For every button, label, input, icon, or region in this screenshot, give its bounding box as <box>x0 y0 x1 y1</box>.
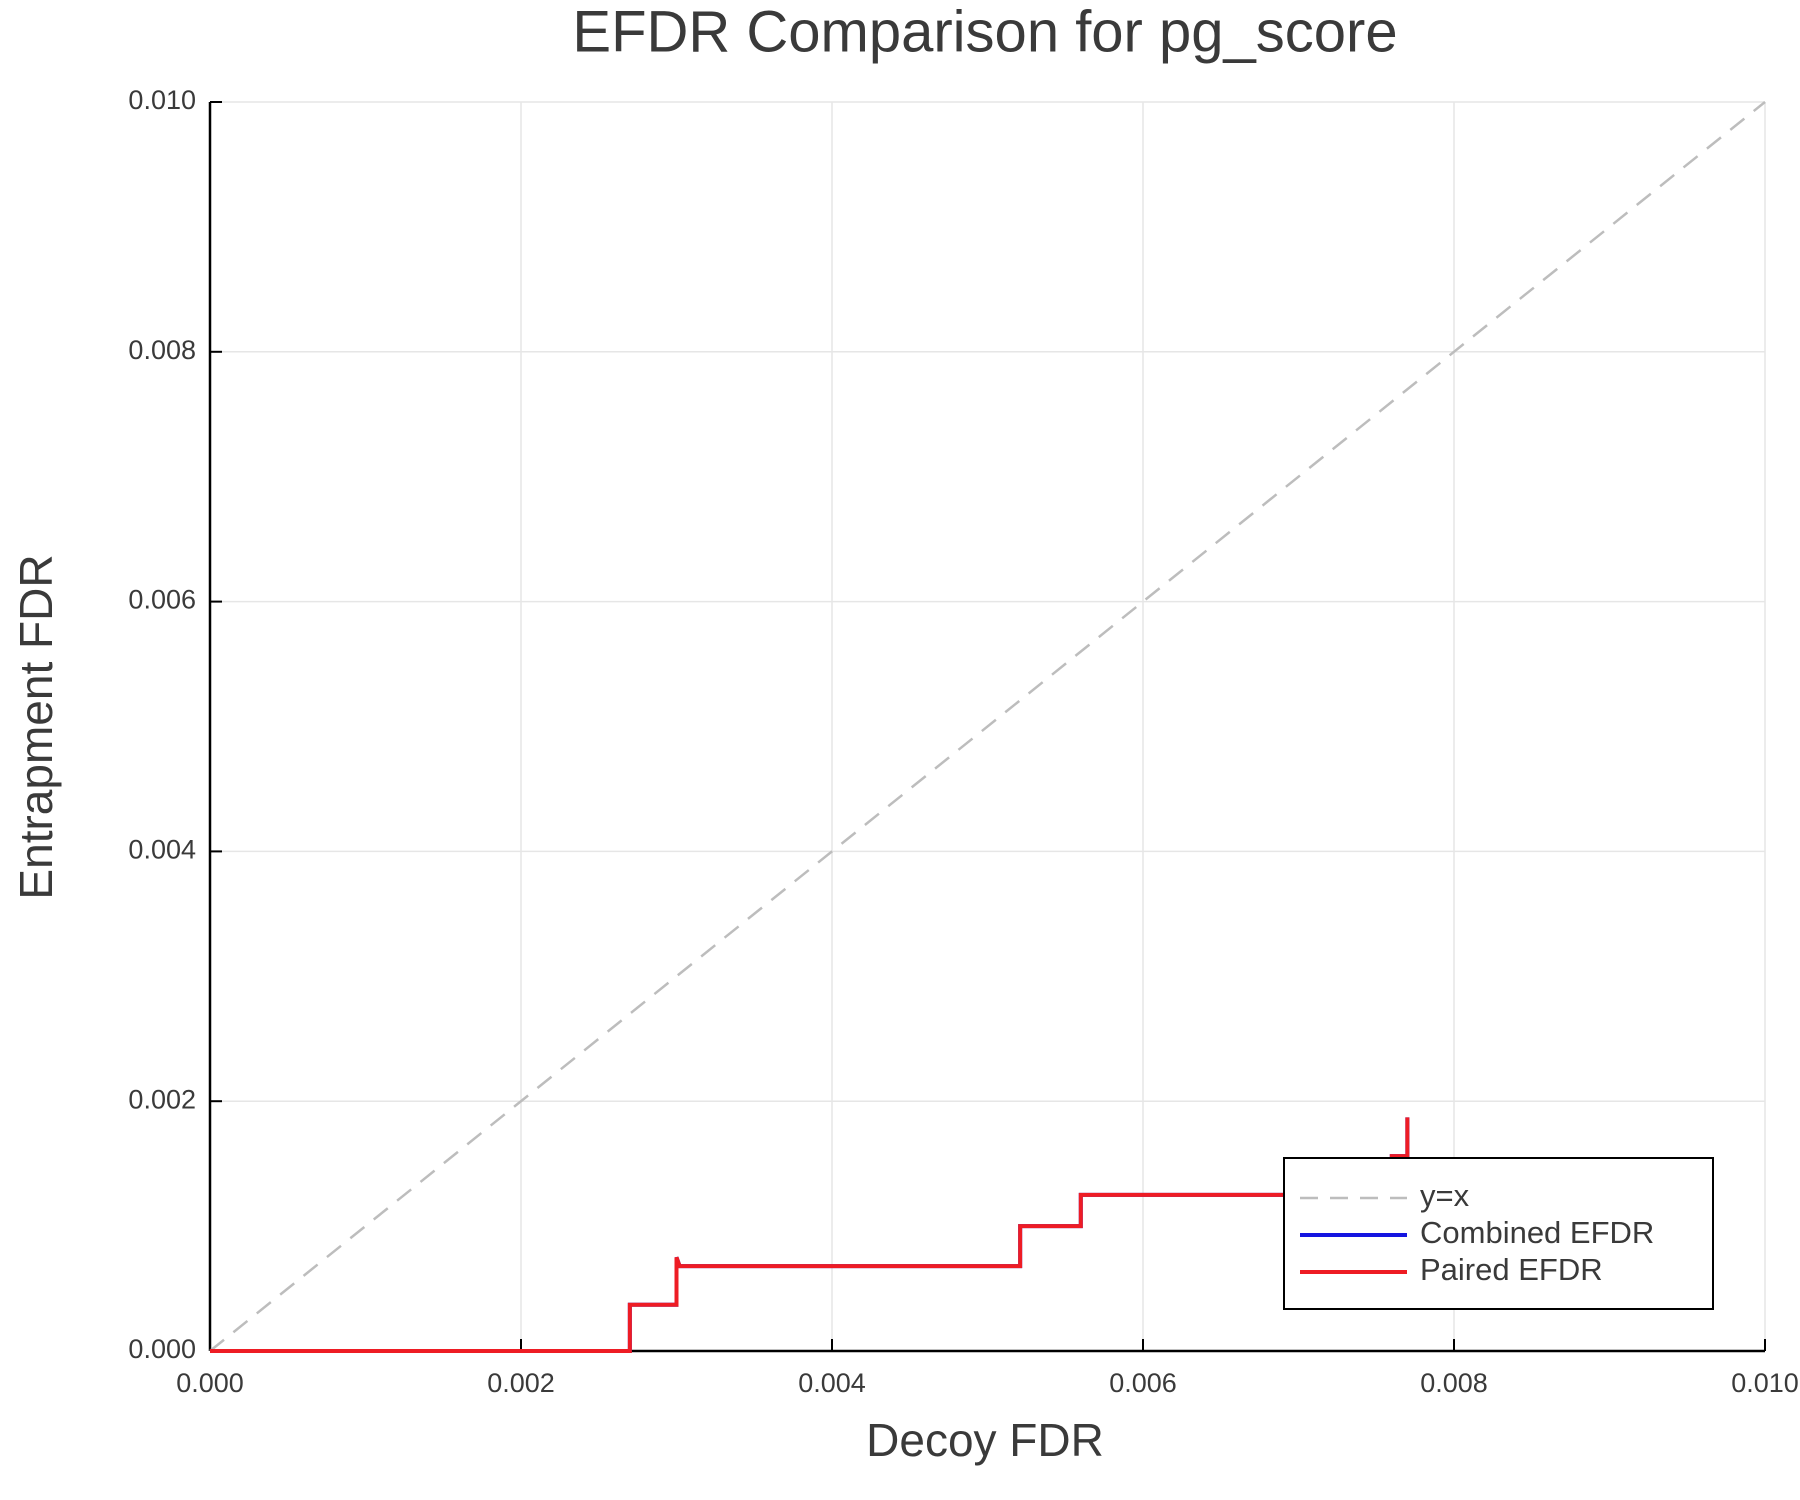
legend-label: Paired EFDR <box>1420 1252 1603 1287</box>
x-tick-label: 0.000 <box>176 1368 244 1398</box>
x-tick-label: 0.002 <box>487 1368 555 1398</box>
series-line <box>209 101 1766 1352</box>
chart-title: EFDR Comparison for pg_score <box>572 0 1397 64</box>
y-axis-label: Entrapment FDR <box>10 554 62 899</box>
legend-label: Combined EFDR <box>1420 1215 1654 1250</box>
y-tick-label: 0.002 <box>128 1084 196 1114</box>
x-axis-label: Decoy FDR <box>866 1414 1104 1466</box>
legend-label: y=x <box>1420 1178 1470 1213</box>
x-tick-label: 0.006 <box>1109 1368 1177 1398</box>
y-tick-label: 0.006 <box>128 585 196 615</box>
series-line <box>210 1117 1410 1353</box>
x-tick-label: 0.004 <box>798 1368 866 1398</box>
y-tick-label: 0.010 <box>128 85 196 115</box>
x-tick-label: 0.008 <box>1420 1368 1488 1398</box>
y-tick-label: 0.000 <box>128 1334 196 1364</box>
x-tick-label: 0.010 <box>1731 1368 1799 1398</box>
series-line <box>210 1117 1410 1353</box>
y-tick-label: 0.008 <box>128 335 196 365</box>
y-tick-label: 0.004 <box>128 835 196 865</box>
